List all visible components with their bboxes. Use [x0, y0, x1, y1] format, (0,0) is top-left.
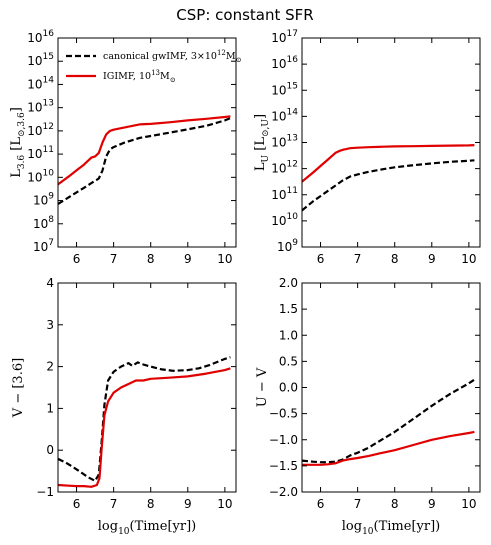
y-tick-label: 4 [46, 276, 54, 290]
legend-label-igimf: IGIMF, 1013M⊙ [103, 69, 176, 84]
y-tick-label: 3 [46, 318, 54, 332]
y-tick-label: 0.0 [279, 381, 298, 395]
plot-frame [301, 37, 481, 248]
panel-UV: 6 7 8 9 10 −2.0 −1.5 −1.0 −0.5 0.0 0.5 1.0 1.5 2.0 U −… [255, 276, 481, 537]
series-igimf-line [302, 430, 475, 466]
y-tick-label: 107 [33, 238, 54, 254]
x-tick-label: 6 [317, 252, 325, 266]
series-canonical-line [58, 117, 231, 205]
y-axis-label: V − [3.6] [11, 358, 26, 418]
y-tick-label: 1010 [27, 168, 54, 184]
x-axis-label: log10(Time[yr]) [342, 519, 440, 537]
series-canonical-line [302, 378, 476, 464]
y-tick-label: 1015 [27, 52, 54, 68]
y-axis-label: L3.6 [L⊙,3.6] [9, 107, 27, 178]
panel-V36: 6 7 8 9 10 −1 0 1 2 3 4 V − [3.6] log10(Time[yr]) [11, 276, 237, 537]
panel-L36: 6 7 8 9 10 107 108 109 1010 1011 1012 1013 1014 1015 1… [9, 29, 237, 266]
series-igimf-line [58, 367, 231, 488]
x-tick-label: 6 [73, 497, 81, 511]
y-tick-label: 1016 [271, 55, 298, 71]
y-tick-label: −1 [36, 485, 54, 499]
x-tick-label: 7 [354, 252, 362, 266]
y-tick-label: 1013 [271, 134, 298, 150]
y-tick-label: 2 [46, 360, 54, 374]
x-tick-label: 8 [147, 252, 155, 266]
series-igimf-line [58, 115, 231, 186]
x-tick-label: 8 [391, 252, 399, 266]
x-tick-label: 9 [428, 252, 436, 266]
series-igimf-line [302, 144, 475, 183]
legend: canonical gwIMF, 3×1012M⊙ IGIMF, 1013M⊙ [66, 49, 242, 84]
plot-frame [301, 282, 481, 493]
y-tick-label: 1015 [271, 81, 298, 97]
y-tick-label: 1 [46, 401, 54, 415]
x-tick-label: 10 [461, 497, 476, 511]
series-canonical-line [58, 356, 231, 482]
y-tick-label: 0.5 [279, 354, 298, 368]
x-tick-label: 6 [73, 252, 81, 266]
y-tick-label: −2.0 [269, 485, 298, 499]
series-canonical-line [302, 159, 475, 212]
x-tick-label: 7 [110, 497, 118, 511]
y-axis-label: U − V [255, 367, 270, 407]
y-tick-label: 1012 [271, 160, 298, 176]
x-tick-label: 8 [147, 497, 155, 511]
x-tick-label: 10 [217, 497, 232, 511]
y-tick-label: 1014 [271, 107, 298, 123]
y-tick-label: 109 [33, 192, 54, 208]
x-tick-label: 10 [461, 252, 476, 266]
y-axis-label: LU [L⊙,U] [253, 114, 271, 171]
x-tick-label: 9 [428, 497, 436, 511]
y-tick-label: 1014 [27, 75, 54, 91]
x-tick-label: 9 [184, 252, 192, 266]
x-tick-label: 7 [110, 252, 118, 266]
y-tick-label: 108 [33, 215, 54, 231]
y-tick-label: −1.0 [269, 433, 298, 447]
y-tick-label: 1.0 [279, 328, 298, 342]
y-tick-label: 109 [277, 238, 298, 254]
y-tick-label: 1012 [27, 122, 54, 138]
y-tick-label: −1.5 [269, 459, 298, 473]
x-tick-label: 9 [184, 497, 192, 511]
y-tick-label: −0.5 [269, 407, 298, 421]
x-tick-label: 7 [354, 497, 362, 511]
plot-frame [57, 37, 237, 248]
y-tick-label: 1013 [27, 99, 54, 115]
y-tick-label: 1017 [271, 29, 298, 45]
y-tick-label: 1011 [27, 145, 54, 161]
y-tick-label: 1.5 [279, 302, 298, 316]
x-tick-label: 8 [391, 497, 399, 511]
legend-label-canonical: canonical gwIMF, 3×1012M⊙ [103, 49, 242, 64]
y-tick-label: 0 [46, 443, 54, 457]
y-tick-label: 1011 [271, 186, 298, 202]
plot-frame [57, 282, 237, 493]
panel-LU: 6 7 8 9 10 109 1010 1011 1012 1013 1014 1015 1016 101… [253, 29, 481, 266]
figure-title: CSP: constant SFR [176, 6, 313, 24]
x-tick-label: 6 [317, 497, 325, 511]
x-axis-label: log10(Time[yr]) [98, 519, 196, 537]
x-tick-label: 10 [217, 252, 232, 266]
y-tick-label: 2.0 [279, 276, 298, 290]
y-tick-label: 1016 [27, 29, 54, 45]
y-tick-label: 1010 [271, 212, 298, 228]
